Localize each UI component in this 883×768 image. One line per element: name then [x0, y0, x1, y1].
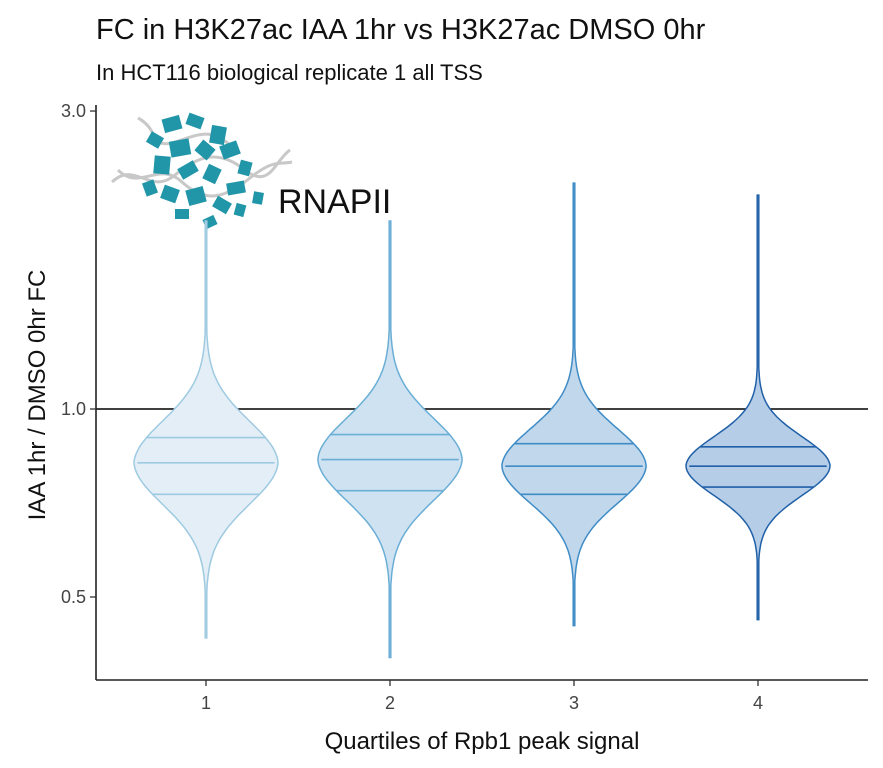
protein-fragment [160, 184, 180, 204]
violin-q4 [685, 194, 831, 621]
protein-fragment [202, 163, 222, 185]
protein-fragment [153, 155, 171, 175]
protein-fragment [194, 139, 216, 161]
protein-fragment [141, 179, 159, 197]
violin-body [685, 194, 831, 621]
violin-body [317, 220, 463, 659]
violin-q2 [317, 220, 463, 659]
protein-fragment [226, 180, 246, 196]
protein-fragment [209, 124, 227, 146]
violin-body [133, 220, 279, 639]
protein-fragment [237, 159, 253, 177]
x-tick-label: 3 [569, 693, 579, 713]
protein-fragment [219, 140, 241, 160]
rnapii-label: RNAPII [278, 183, 391, 221]
violin-q3 [501, 182, 647, 627]
x-tick-label: 2 [385, 693, 395, 713]
protein-fragment [233, 202, 247, 218]
y-tick-label: 0.5 [61, 587, 86, 607]
rnapii-protein-icon [110, 112, 293, 230]
chart-title: FC in H3K27ac IAA 1hr vs H3K27ac DMSO 0h… [96, 14, 706, 46]
protein-fragment [252, 191, 264, 205]
y-axis-title: IAA 1hr / DMSO 0hr FC [24, 270, 51, 521]
x-tick-label: 1 [201, 693, 211, 713]
x-axis-title: Quartiles of Rpb1 peak signal [325, 728, 640, 755]
chart-subtitle: In HCT116 biological replicate 1 all TSS [96, 60, 483, 85]
dna-strand-b [116, 160, 293, 198]
x-tick-label: 4 [753, 693, 763, 713]
protein-fragment [185, 112, 205, 130]
protein-fragment [145, 131, 165, 149]
protein-fragment [168, 138, 192, 158]
y-tick-label: 3.0 [61, 101, 86, 121]
protein-fragment [185, 185, 207, 207]
y-tick-label: 1.0 [61, 399, 86, 419]
protein-fragment [177, 160, 199, 180]
protein-fragment [161, 114, 183, 134]
protein-fragment [212, 195, 232, 215]
violin-q1 [133, 220, 279, 639]
protein-fragment [175, 209, 189, 219]
violin-body [501, 182, 647, 627]
